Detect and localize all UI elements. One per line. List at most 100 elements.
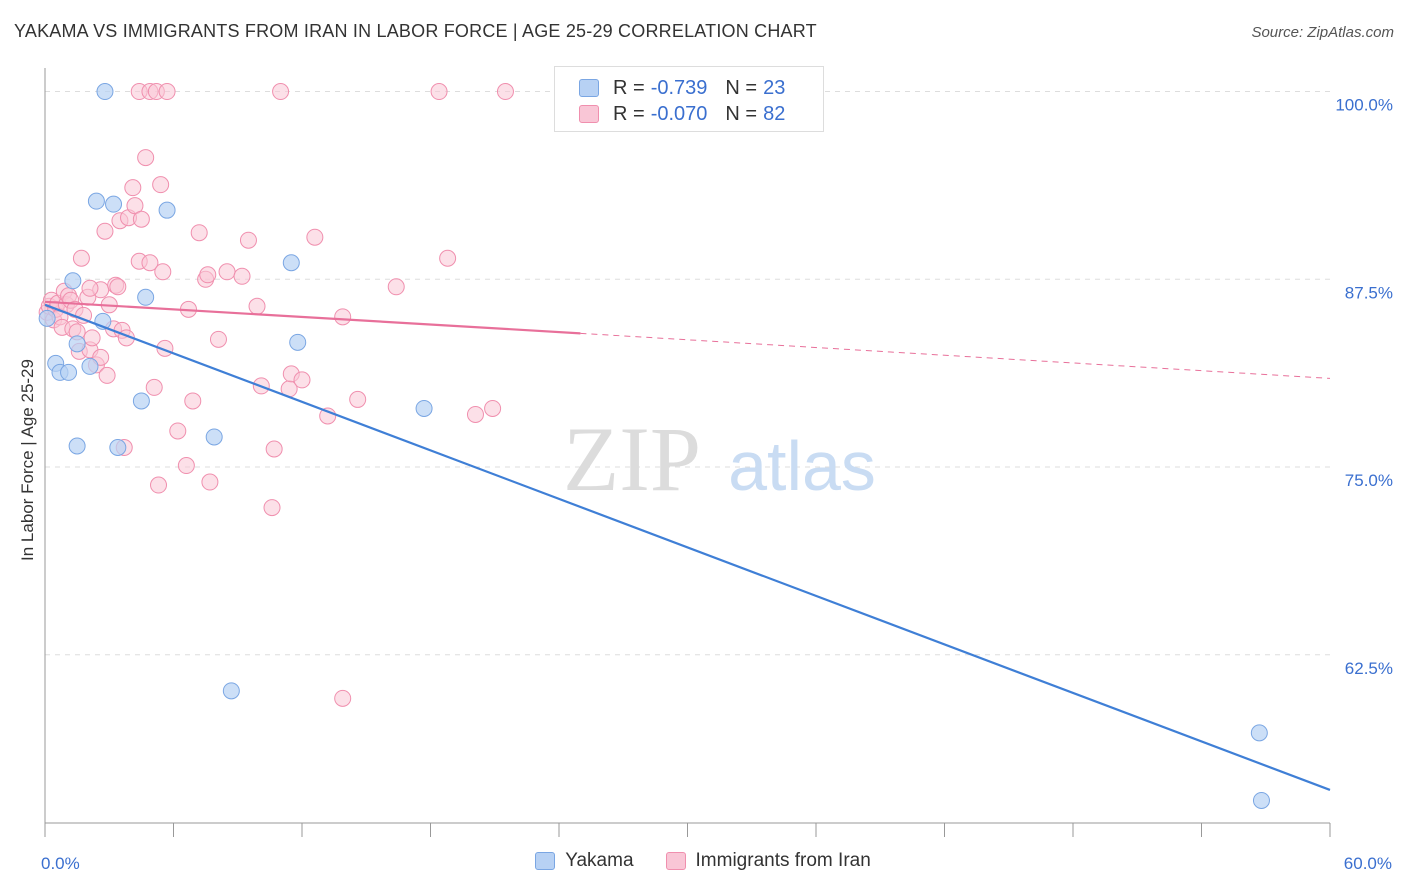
iran-point (98, 366, 116, 384)
r-label: R = (613, 76, 645, 99)
iran-point (145, 378, 163, 396)
y-tick-label: 87.5% (1345, 283, 1393, 302)
iran-point (184, 392, 202, 410)
iran-point (137, 149, 155, 167)
iran-point (334, 308, 352, 326)
yakama-point (81, 357, 99, 375)
chart-title: YAKAMA VS IMMIGRANTS FROM IRAN IN LABOR … (14, 21, 817, 41)
yakama-point (158, 201, 176, 219)
iran-point (496, 83, 514, 101)
legend-label: Immigrants from Iran (695, 850, 871, 871)
iran-point (169, 422, 187, 440)
iran-swatch (579, 105, 599, 123)
n-value: 82 (763, 102, 786, 125)
iran-point (152, 176, 170, 194)
yakama-point (87, 192, 105, 210)
source-note: Source: ZipAtlas.com (1251, 24, 1394, 41)
iran-point (387, 278, 405, 296)
yakama-swatch (579, 79, 599, 97)
legend-item-iran[interactable]: Immigrants from Iran (665, 850, 871, 872)
iran-point (248, 297, 266, 315)
iran-point (199, 266, 217, 284)
n-value: 23 (763, 76, 786, 99)
iran-point (430, 83, 448, 101)
yakama-point (205, 428, 223, 446)
iran-point (209, 330, 227, 348)
yakama-point (60, 363, 78, 381)
iran-point (150, 476, 168, 494)
watermark: ZIP atlas (563, 408, 876, 510)
iran-trend-line (44, 300, 581, 335)
stats-row-iran: R = -0.070 N = 82 (579, 101, 785, 127)
stats-box: R = -0.739 N = 23 R = -0.070 N = 82 (554, 66, 824, 132)
iran-point (190, 224, 208, 242)
y-tick-label: 75.0% (1345, 471, 1393, 490)
gridlines (45, 91, 1330, 656)
iran-point (334, 689, 352, 707)
iran-point (306, 228, 324, 246)
iran-point (81, 279, 99, 297)
yakama-point (1250, 724, 1268, 742)
x-tick-label: 60.0% (1344, 854, 1392, 873)
iran-point (96, 222, 114, 240)
iran-trend-line-dashed (580, 332, 1331, 379)
trend-lines (44, 300, 1331, 791)
iran-point (466, 405, 484, 423)
yakama-point (415, 399, 433, 417)
stats-row-yakama: R = -0.739 N = 23 (579, 75, 785, 101)
n-label: N = (725, 76, 758, 99)
yakama-point (132, 392, 150, 410)
y-axis-label: In Labor Force | Age 25-29 (18, 359, 37, 561)
iran-point (349, 390, 367, 408)
iran-point (154, 263, 172, 281)
x-tick-label: 0.0% (41, 854, 80, 873)
yakama-legend-swatch (535, 852, 556, 870)
iran-point (124, 179, 142, 197)
iran-point (293, 371, 311, 389)
iran-point (158, 83, 176, 101)
iran-points (38, 83, 514, 707)
yakama-trend-line (44, 303, 1331, 791)
iran-point (141, 254, 159, 272)
y-tick-label: 100.0% (1335, 96, 1393, 115)
legend-item-yakama[interactable]: Yakama (535, 850, 634, 872)
iran-point (233, 267, 251, 285)
iran-point (218, 263, 236, 281)
iran-point (177, 457, 195, 475)
yakama-point (68, 335, 86, 353)
iran-point (239, 231, 257, 249)
yakama-point (68, 437, 86, 455)
r-value: -0.739 (650, 76, 708, 99)
iran-point (484, 399, 502, 417)
yakama-point (1252, 791, 1270, 809)
legend: Yakama Immigrants from Iran (0, 850, 1406, 872)
yakama-point (222, 682, 240, 700)
yakama-points (38, 83, 1270, 809)
yakama-point (64, 272, 82, 290)
iran-point (439, 249, 457, 267)
iran-point (272, 83, 290, 101)
y-tick-label: 62.5% (1345, 659, 1393, 678)
iran-point (263, 499, 281, 517)
r-value: -0.070 (650, 102, 708, 125)
iran-point (265, 440, 283, 458)
iran-point (201, 473, 219, 491)
yakama-point (105, 195, 123, 213)
yakama-point (282, 254, 300, 272)
legend-label: Yakama (565, 850, 634, 871)
iran-legend-swatch (665, 852, 686, 870)
yakama-point (137, 288, 155, 306)
yakama-point (38, 309, 56, 327)
yakama-point (96, 83, 114, 101)
n-label: N = (725, 102, 758, 125)
yakama-point (289, 333, 307, 351)
watermark-atlas: atlas (728, 427, 876, 505)
iran-point (72, 249, 90, 267)
watermark-zip: ZIP (563, 408, 701, 510)
iran-point (132, 210, 150, 228)
iran-point (109, 278, 127, 296)
axes (44, 68, 1331, 837)
tick-labels: 100.0% 87.5% 75.0% 62.5% 0.0% 60.0% (41, 96, 1393, 873)
yakama-point (109, 439, 127, 456)
